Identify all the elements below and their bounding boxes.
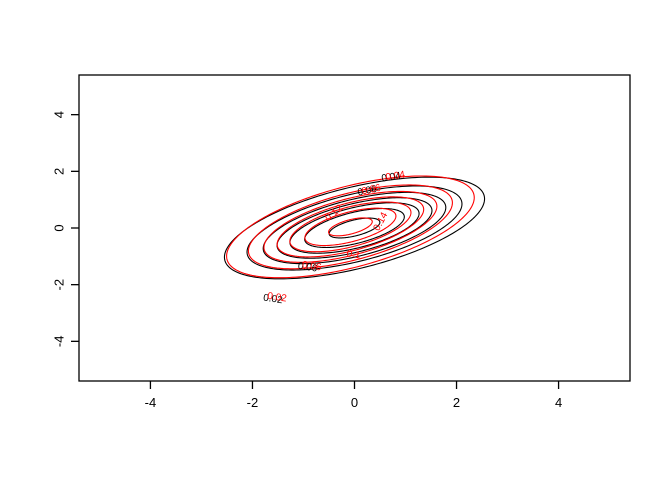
contour-ring xyxy=(304,207,405,249)
x-tick-label: -4 xyxy=(145,395,157,410)
contour-ring xyxy=(289,201,412,253)
contour-ring xyxy=(226,175,475,279)
contour-ring xyxy=(328,217,381,239)
contour-level-label: 0.1 xyxy=(346,249,362,262)
contour-ring xyxy=(246,185,463,271)
contour-ring xyxy=(247,184,453,270)
contour-level-label: 0.06 xyxy=(297,261,318,275)
x-tick-label: 4 xyxy=(555,395,562,410)
axis-tick-labels: -4 -2 0 2 4 -4 -2 0 2 4 xyxy=(52,111,563,410)
contour-level-label: 0.02 xyxy=(262,293,283,307)
contour-ring xyxy=(276,196,425,258)
contour-ring xyxy=(223,176,486,280)
y-tick-label: 2 xyxy=(52,168,67,175)
y-tick-label: -4 xyxy=(52,336,67,348)
contour-ring xyxy=(328,217,373,237)
contour-level-label: 0.06 xyxy=(361,183,383,198)
contour-ring xyxy=(263,190,438,263)
contour-lines xyxy=(223,175,486,280)
contour-level-label: 0.04 xyxy=(385,169,406,183)
x-tick-label: 2 xyxy=(453,395,460,410)
y-tick-label: -2 xyxy=(52,279,67,291)
x-tick-label: -2 xyxy=(247,395,259,410)
y-tick-label: 0 xyxy=(52,224,67,231)
contour-ring xyxy=(304,207,397,247)
axis-ticks xyxy=(71,114,560,389)
contour-level-label: 0.06 xyxy=(357,184,379,199)
contour-ring xyxy=(262,191,447,265)
x-tick-label: 0 xyxy=(351,395,358,410)
y-tick-label: 4 xyxy=(52,111,67,118)
contour-level-label: 0.04 xyxy=(381,171,402,185)
contour-ring xyxy=(276,197,433,259)
contour-level-label: 0.06 xyxy=(301,260,322,274)
contour-level-label: 0.02 xyxy=(267,291,288,305)
